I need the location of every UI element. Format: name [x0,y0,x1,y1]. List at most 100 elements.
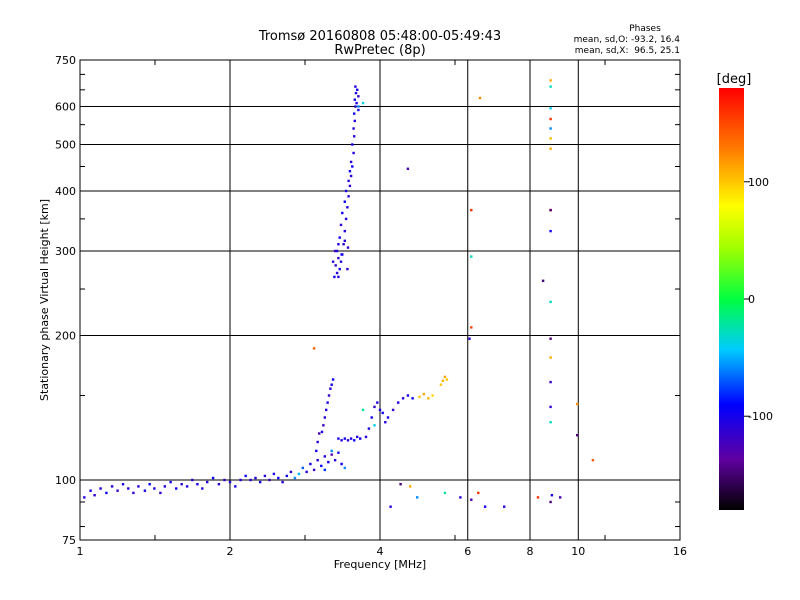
data-point [327,460,330,464]
data-point [359,437,362,440]
data-point [470,326,473,329]
plot-grid [80,60,680,540]
data-point [549,337,552,340]
data-point [153,487,156,490]
data-point [323,455,326,458]
data-point [337,243,340,246]
data-point [322,424,325,427]
data-point [234,485,237,488]
data-point [549,107,552,110]
data-point [353,439,356,442]
data-point [343,437,346,440]
colorbar-tick-label: 100 [748,176,769,189]
data-point [93,494,96,497]
colorbar-tick-label: 0 [748,293,755,306]
data-point [549,137,552,140]
data-point [361,408,365,412]
data-point [277,476,280,480]
data-point [175,487,178,490]
data-point [376,401,379,404]
data-point [355,101,358,105]
data-point [356,88,359,91]
data-point [223,478,226,482]
data-point [503,505,506,508]
stats-x-line: mean, sd,X: 96.5, 25.1 [575,46,680,56]
data-point [364,435,368,439]
data-point [110,485,114,488]
data-point [340,253,343,256]
data-point [239,478,242,482]
data-point [559,496,562,499]
data-point [416,496,419,499]
data-point [549,356,552,359]
data-point [418,395,421,399]
data-point [357,95,360,98]
data-point [549,147,552,150]
data-point [312,468,316,472]
data-point [351,165,354,168]
data-point [373,405,376,409]
data-point [263,474,267,478]
data-point [441,379,445,382]
data-point [341,211,344,215]
data-point [340,462,343,466]
data-point [406,394,410,397]
data-point [268,478,271,482]
data-point [470,208,473,212]
data-point [329,387,332,390]
x-tick-label: 2 [227,545,234,558]
data-point [127,487,130,490]
data-point [443,491,447,495]
data-point [323,468,326,472]
data-point [309,462,312,466]
data-point [325,408,328,412]
data-point [353,112,356,115]
data-point [391,408,395,412]
data-point [289,470,293,474]
y-tick-label: 600 [55,101,76,114]
data-point [337,437,340,440]
y-tick-label: 100 [55,474,76,487]
y-tick-label: 200 [55,330,76,343]
data-point [346,206,349,209]
data-point [191,478,194,482]
data-point [334,264,337,267]
data-point [337,275,340,279]
data-point [338,267,341,271]
data-point [180,483,183,486]
data-point [244,474,247,478]
data-point [348,184,352,188]
data-point [354,91,358,95]
data-point [443,375,447,379]
data-point [163,485,166,488]
data-point [549,300,552,304]
data-point [470,498,473,501]
data-point [137,485,140,488]
data-point [323,416,326,419]
data-point [389,505,392,508]
data-point [549,127,552,130]
y-tick-label: 300 [55,245,76,258]
data-point [297,472,301,476]
data-point [305,470,308,474]
data-point [316,440,319,444]
data-point [105,491,108,495]
data-point [337,451,340,454]
data-point [132,491,135,495]
data-point [478,96,482,100]
data-point [549,500,552,504]
data-point [386,416,390,419]
data-point [483,505,487,508]
data-point [399,483,402,486]
data-point [468,337,471,340]
data-point [116,489,119,492]
data-point [352,127,355,130]
data-point [333,275,336,279]
data-point [352,151,355,155]
data-point [343,229,346,233]
data-point [549,85,552,88]
data-point [549,405,552,409]
data-point [344,217,348,221]
data-point [353,119,356,123]
data-point [316,459,319,462]
